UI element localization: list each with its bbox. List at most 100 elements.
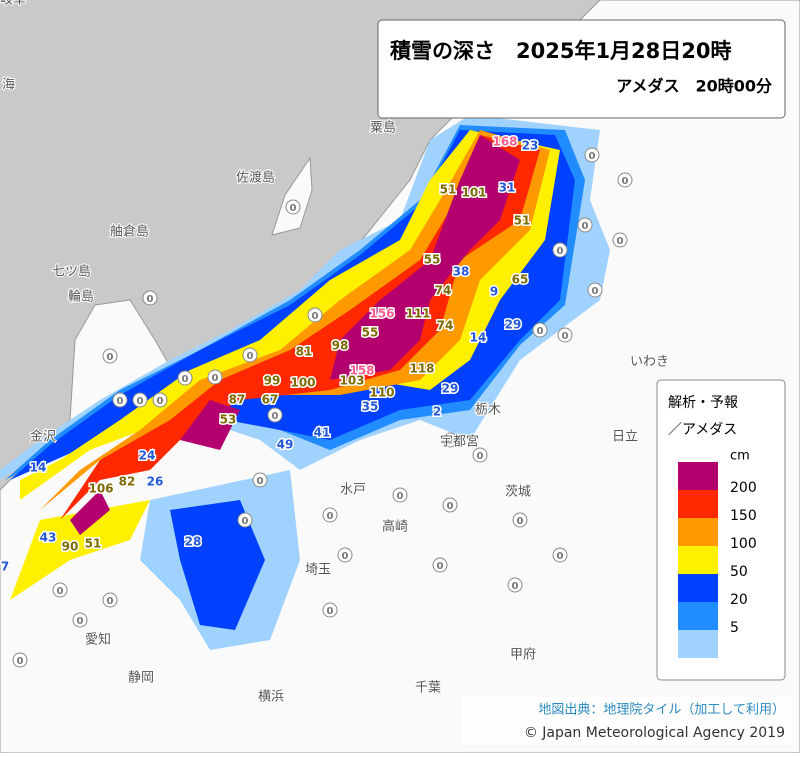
station-value: 0	[312, 311, 319, 322]
station-value: 82	[119, 475, 136, 489]
place-name: 佐渡島	[236, 170, 275, 186]
station-value: 90	[62, 540, 79, 554]
station-value: 0	[437, 561, 444, 572]
station-marker	[285, 199, 301, 215]
station-value: 103	[339, 374, 364, 388]
station-value: 0	[107, 596, 114, 607]
station-value: 0	[617, 236, 624, 247]
station-marker	[557, 327, 573, 343]
legend-swatch	[678, 574, 718, 602]
station-value: 0	[107, 352, 114, 363]
station-value: 0	[512, 581, 519, 592]
station-value: 0	[562, 331, 569, 342]
station-marker	[552, 242, 568, 258]
station-marker	[507, 577, 523, 593]
station-value: 74	[435, 284, 452, 298]
place-name: 横浜	[258, 690, 284, 705]
place-name: 海	[2, 78, 15, 93]
station-value: 0	[537, 326, 544, 337]
station-value: 0	[327, 511, 334, 522]
station-marker	[617, 172, 633, 188]
station-marker	[584, 147, 600, 163]
legend-label: 20	[730, 592, 748, 608]
station-marker	[72, 612, 88, 628]
title: 積雪の深さ 2025年1月28日20時	[390, 39, 732, 63]
station-marker	[472, 447, 488, 463]
station-marker	[12, 652, 28, 668]
station-value: 35	[362, 400, 379, 414]
station-value: 0	[137, 396, 144, 407]
place-name: 千葉	[415, 681, 441, 696]
station-marker	[577, 217, 593, 233]
legend-swatch	[678, 490, 718, 518]
station-value: 101	[461, 186, 486, 200]
place-name: 岐阜	[0, 0, 26, 8]
station-marker	[612, 232, 628, 248]
station-marker	[552, 547, 568, 563]
station-value: 0	[582, 221, 589, 232]
station-value: 29	[505, 318, 522, 332]
place-name: 甲府	[510, 648, 536, 663]
place-name: 輪島	[68, 289, 94, 305]
station-value: 0	[327, 606, 334, 617]
place-name: 茨城	[505, 485, 531, 500]
station-value: 23	[522, 139, 539, 153]
station-marker	[442, 497, 458, 513]
island	[271, 156, 313, 236]
place-name: 金沢	[30, 429, 56, 445]
station-value: 51	[85, 537, 102, 551]
title-box	[377, 19, 786, 119]
station-marker	[207, 369, 223, 385]
station-value: 0	[212, 373, 219, 384]
place-name: 埼玉	[305, 563, 331, 578]
labels: 168 23 51 101 31 51 55 38 65 9 74 111 156 55 74 29 14 81 9…	[0, 0, 670, 706]
station-value: 0	[257, 476, 264, 487]
station-value: 51	[440, 183, 457, 197]
credit-box	[462, 697, 792, 745]
station-marker	[337, 547, 353, 563]
station-value: 65	[512, 273, 529, 287]
station-value: 0	[147, 294, 154, 305]
place-name: 七ツ島	[52, 265, 91, 280]
station-marker	[112, 392, 128, 408]
station-value: 0	[342, 551, 349, 562]
station-marker	[392, 487, 408, 503]
station-marker	[307, 307, 323, 323]
legend-swatch	[678, 630, 718, 658]
station-value: 0	[477, 451, 484, 462]
station-value: 74	[437, 319, 454, 333]
legend-label: 100	[730, 536, 757, 552]
station-value: 0	[242, 516, 249, 527]
place-name: 水戸	[340, 483, 366, 498]
station-value: 81	[296, 345, 313, 359]
station-value: 0	[447, 501, 454, 512]
station-marker	[512, 512, 528, 528]
map-credit: 地図出典：地理院タイル（加工して利用）	[538, 703, 785, 718]
station-value: 14	[470, 331, 487, 345]
station-value: 0	[557, 246, 564, 257]
station-value: 38	[453, 265, 470, 279]
station-marker	[322, 602, 338, 618]
station-value: 0	[17, 656, 24, 667]
place-name: 静岡	[128, 671, 154, 686]
station-value: 0	[517, 516, 524, 527]
station-value: 55	[362, 326, 379, 340]
legend-title: 解析・予報	[668, 395, 738, 411]
station-value: 0	[57, 586, 64, 597]
station-marker	[442, 432, 458, 448]
station-value: 110	[369, 386, 394, 400]
station-value: 55	[424, 253, 441, 267]
legend-subtitle: ／アメダス	[668, 422, 737, 438]
station-marker	[252, 472, 268, 488]
legend-label: 5	[730, 620, 739, 636]
station-value: 156	[369, 307, 394, 321]
station-value: 14	[30, 461, 47, 475]
station-value: 41	[314, 426, 331, 440]
station-value: 7	[1, 560, 9, 574]
station-marker	[237, 512, 253, 528]
station-marker	[152, 392, 168, 408]
station-value: 0	[557, 551, 564, 562]
station-marker	[142, 290, 158, 306]
station-value: 118	[409, 362, 434, 376]
